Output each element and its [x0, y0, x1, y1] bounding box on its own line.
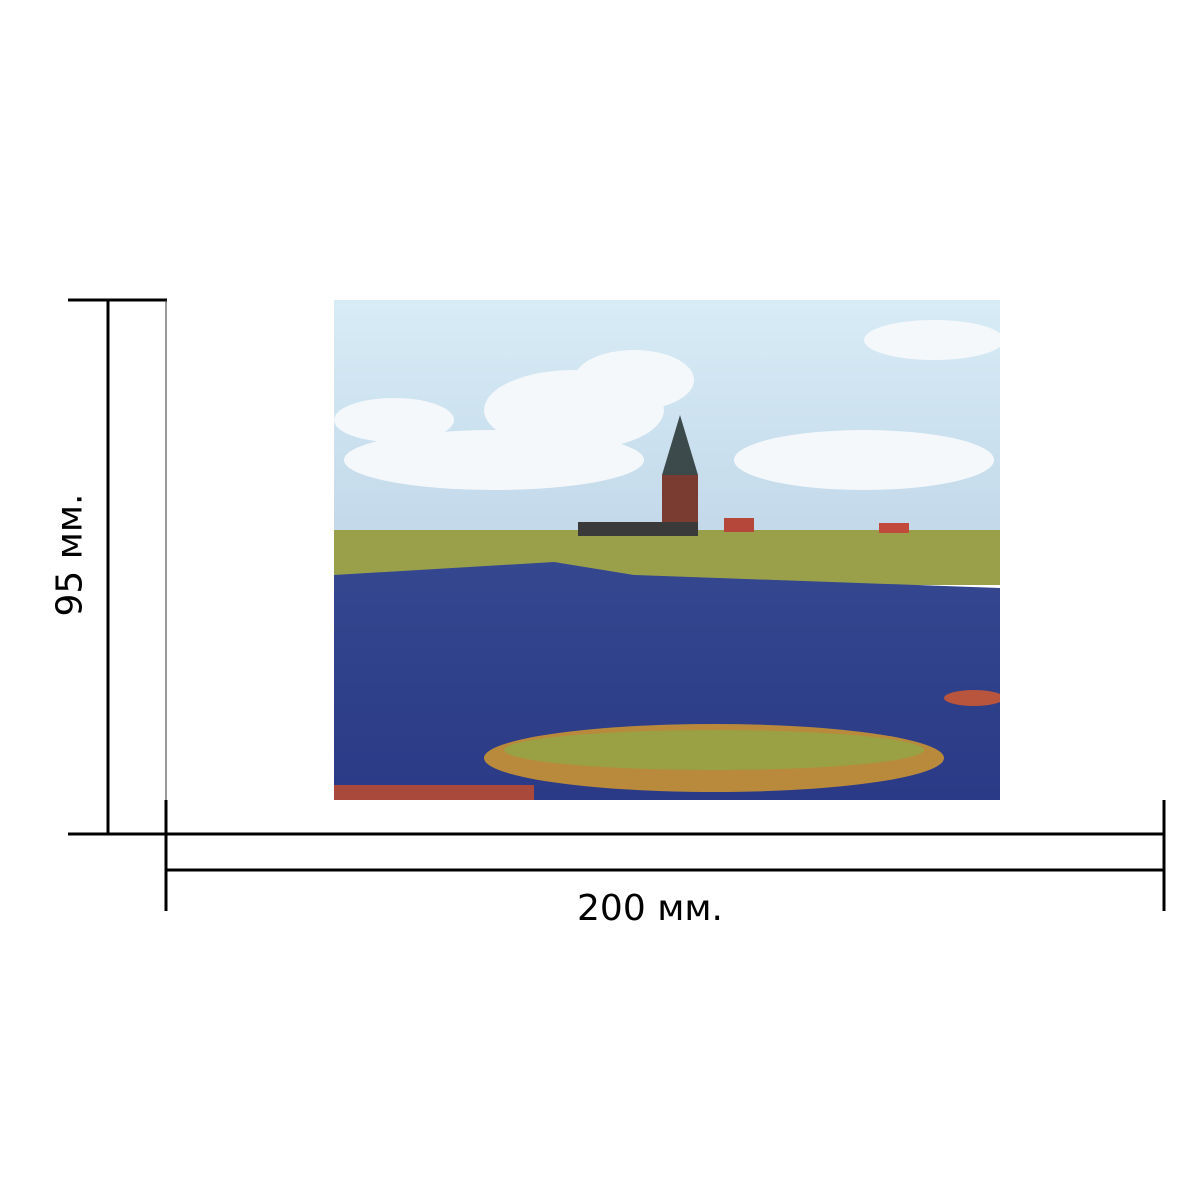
house: [879, 523, 909, 533]
tower: [578, 415, 698, 536]
height-label: 95 мм.: [49, 493, 91, 617]
grass-islet-small: [944, 690, 1000, 706]
landscape-photo: [334, 300, 1000, 800]
clouds: [334, 320, 1000, 490]
width-label: 200 мм.: [577, 888, 723, 929]
grass-islet-top: [504, 730, 924, 770]
house: [724, 518, 754, 532]
shore-plants: [334, 785, 534, 800]
